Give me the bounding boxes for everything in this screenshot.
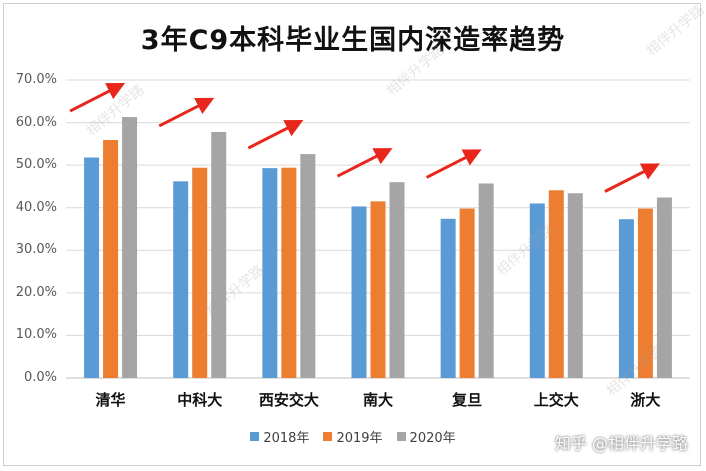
bar-2019年-西安交大 <box>281 167 297 378</box>
y-tick-label: 60.0% <box>15 114 57 130</box>
bar-2020年-复旦 <box>478 183 494 378</box>
bar-2018年-上交大 <box>529 203 545 378</box>
x-tick-label: 中科大 <box>177 391 223 409</box>
y-tick-label: 70.0% <box>15 72 57 87</box>
legend-item-2020: 2020年 <box>396 427 456 446</box>
chart-legend: 2018年 2019年 2020年 <box>0 427 706 446</box>
bar-2019年-清华 <box>103 140 119 378</box>
legend-label-2020: 2020年 <box>409 431 456 446</box>
bar-2019年-上交大 <box>548 190 564 378</box>
bar-2018年-浙大 <box>618 219 634 378</box>
legend-swatch-2019 <box>323 432 333 441</box>
x-tick-label: 南大 <box>362 391 393 409</box>
y-tick-label: 0.0% <box>23 370 57 385</box>
bar-2020年-南大 <box>389 182 405 378</box>
chart-title: 3年C9本科毕业生国内深造率趋势 <box>140 25 566 56</box>
legend-swatch-2020 <box>396 432 406 441</box>
x-tick-label: 浙大 <box>630 391 661 409</box>
bar-2019年-浙大 <box>637 208 653 378</box>
legend-item-2019: 2019年 <box>323 427 383 446</box>
bar-2019年-南大 <box>370 201 386 378</box>
bar-2018年-南大 <box>351 206 367 378</box>
bar-2018年-复旦 <box>440 218 456 378</box>
x-tick-label: 西安交大 <box>258 391 319 409</box>
bar-2018年-清华 <box>84 157 100 378</box>
bar-2020年-西安交大 <box>300 154 316 378</box>
x-tick-label: 复旦 <box>452 391 483 409</box>
legend-label-2019: 2019年 <box>336 431 383 446</box>
y-tick-label: 10.0% <box>15 327 57 343</box>
trend-arrow <box>158 97 215 128</box>
y-tick-label: 50.0% <box>15 157 57 173</box>
legend-swatch-2018 <box>250 432 260 441</box>
bar-2018年-中科大 <box>173 181 189 378</box>
bar-2018年-西安交大 <box>262 168 278 378</box>
bar-2020年-中科大 <box>211 131 227 378</box>
trend-arrow <box>336 148 393 178</box>
x-tick-label: 清华 <box>95 391 126 409</box>
zhihu-watermark: 知乎 @相伴升学路 <box>554 434 688 453</box>
y-tick-label: 20.0% <box>15 284 57 300</box>
trend-arrow <box>425 149 482 179</box>
bar-2019年-中科大 <box>192 167 208 378</box>
trend-arrow <box>247 119 304 150</box>
bar-2020年-清华 <box>122 117 138 378</box>
y-tick-label: 40.0% <box>15 199 57 215</box>
legend-label-2018: 2018年 <box>263 431 310 446</box>
bar-2020年-上交大 <box>567 193 583 378</box>
trend-arrow <box>604 163 660 193</box>
x-tick-label: 上交大 <box>533 391 579 409</box>
trend-arrow <box>69 82 126 113</box>
bar-2020年-浙大 <box>656 197 672 378</box>
y-tick-label: 30.0% <box>15 242 57 258</box>
bar-2019年-复旦 <box>459 208 475 378</box>
legend-item-2018: 2018年 <box>250 427 309 446</box>
